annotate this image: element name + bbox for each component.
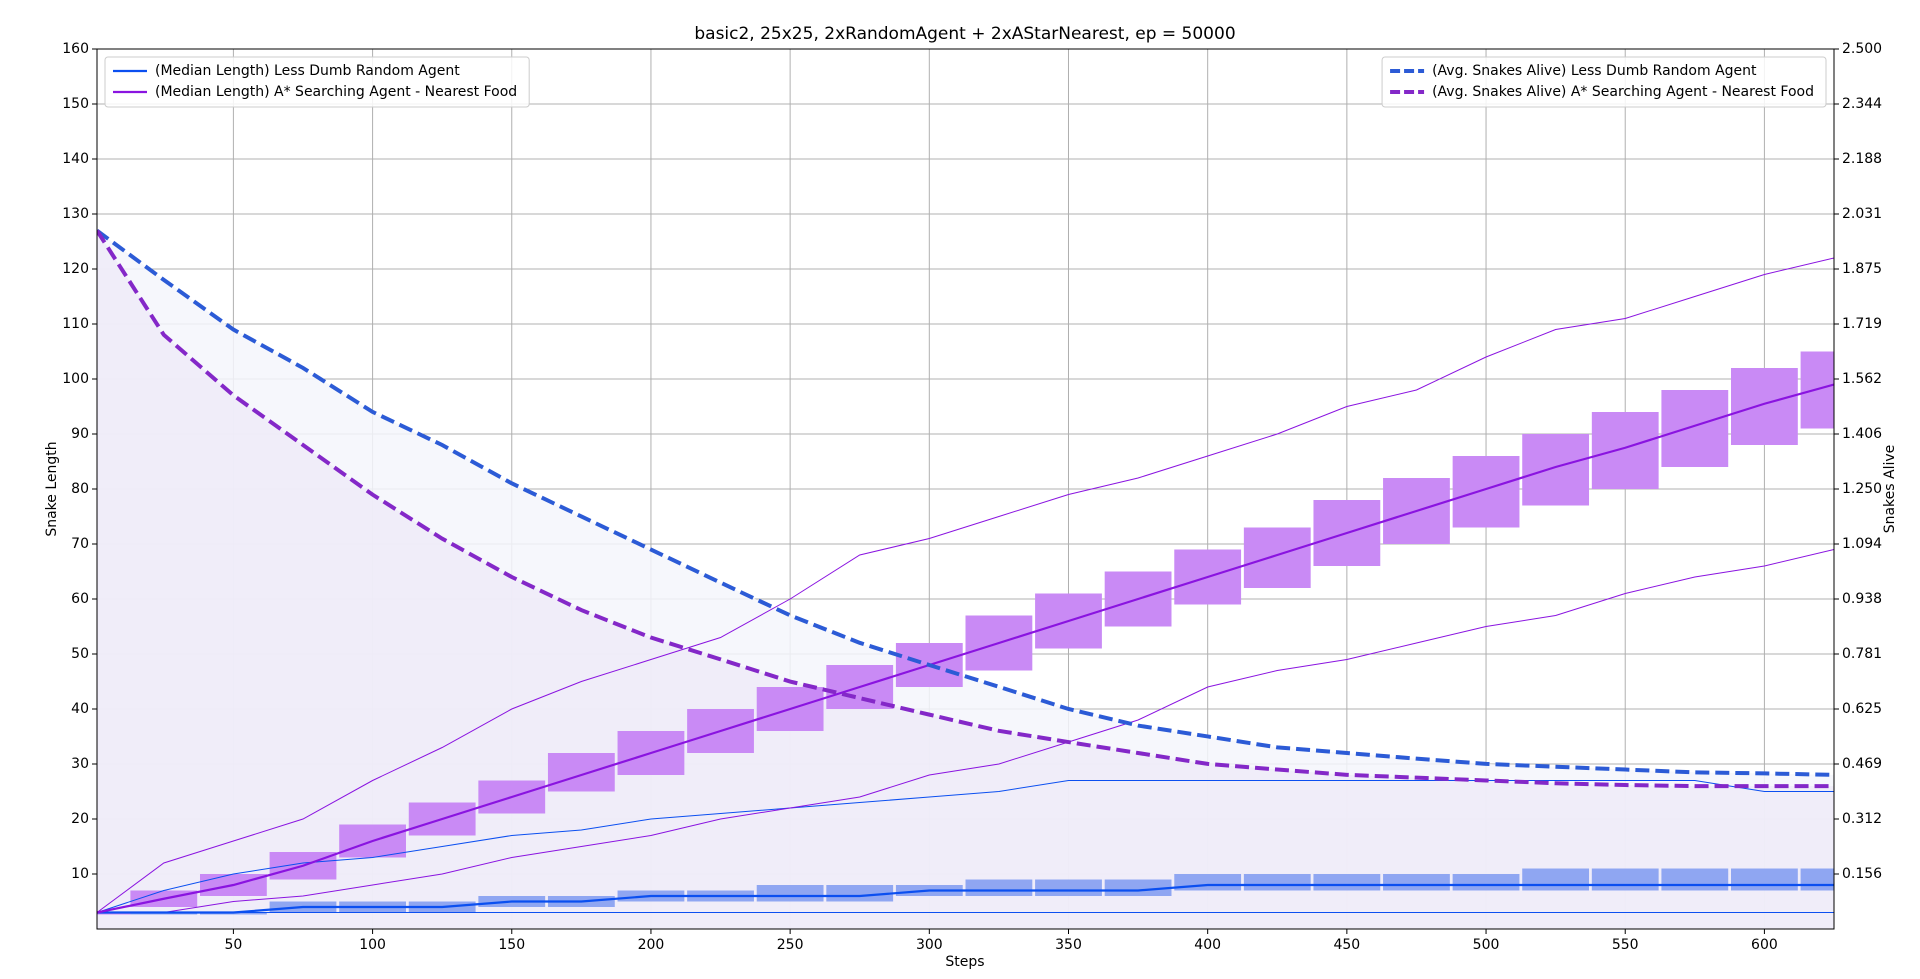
y-tick-label: 70 xyxy=(71,536,89,552)
y-axis-label: Snake Length xyxy=(44,441,60,536)
dashed-line xyxy=(97,229,1834,777)
x-tick-label: 250 xyxy=(777,937,804,953)
y2-tick-label: 1.562 xyxy=(1842,371,1882,387)
iqr-band xyxy=(1243,527,1311,588)
x-tick-label: 200 xyxy=(638,937,665,953)
x-tick-label: 450 xyxy=(1333,937,1360,953)
y-tick-label: 20 xyxy=(71,811,89,827)
x-axis-label: Steps xyxy=(945,954,984,970)
y2-tick-label: 1.406 xyxy=(1842,426,1882,442)
legend: (Avg. Snakes Alive) Less Dumb Random Age… xyxy=(1381,56,1827,108)
chart-title: basic2, 25x25, 2xRandomAgent + 2xAStarNe… xyxy=(694,24,1235,44)
area-fill xyxy=(97,230,1834,929)
legend-label: (Median Length) A* Searching Agent - Nea… xyxy=(155,84,517,100)
legend-label: (Avg. Snakes Alive) A* Searching Agent -… xyxy=(1432,84,1814,100)
y-tick-label: 90 xyxy=(71,426,89,442)
iqr-band xyxy=(1522,434,1590,506)
x-tick-label: 350 xyxy=(1055,937,1082,953)
y2-tick-label: 0.156 xyxy=(1842,866,1882,882)
y-tick-label: 100 xyxy=(62,371,89,387)
y-tick-label: 50 xyxy=(71,646,89,662)
plot-frame xyxy=(96,48,1835,930)
y2-tick-label: 0.469 xyxy=(1842,756,1882,772)
iqr-band xyxy=(1731,868,1798,891)
y-tick-label: 130 xyxy=(62,206,89,222)
y2-tick-label: 0.312 xyxy=(1842,811,1882,827)
y2-tick-label: 0.781 xyxy=(1842,646,1882,662)
y-tick-label: 160 xyxy=(62,41,89,57)
y-tick-label: 40 xyxy=(71,701,89,717)
iqr-band xyxy=(1313,874,1381,891)
legend-label: (Avg. Snakes Alive) Less Dumb Random Age… xyxy=(1432,63,1757,79)
iqr-band xyxy=(1452,456,1520,528)
iqr-band xyxy=(1174,874,1242,891)
y2-axis-label: Snakes Alive xyxy=(1882,445,1898,534)
legend-label: (Median Length) Less Dumb Random Agent xyxy=(155,63,460,79)
iqr-band xyxy=(826,885,894,902)
iqr-band xyxy=(1731,368,1798,445)
y-tick-label: 60 xyxy=(71,591,89,607)
y2-tick-label: 2.344 xyxy=(1842,96,1882,112)
iqr-band xyxy=(1383,874,1450,891)
y2-tick-label: 1.250 xyxy=(1842,481,1882,497)
x-tick-label: 100 xyxy=(359,937,386,953)
x-tick-label: 400 xyxy=(1194,937,1221,953)
iqr-band xyxy=(1243,874,1311,891)
y2-tick-label: 2.500 xyxy=(1842,41,1882,57)
legend-box xyxy=(104,56,530,108)
y2-tick-label: 1.719 xyxy=(1842,316,1882,332)
y2-tick-label: 1.875 xyxy=(1842,261,1882,277)
iqr-band xyxy=(1035,879,1102,896)
iqr-band xyxy=(1522,868,1590,891)
dashed-line xyxy=(97,229,1834,789)
iqr-band xyxy=(547,753,615,792)
y2-tick-label: 2.031 xyxy=(1842,206,1882,222)
iqr-band xyxy=(1591,412,1659,489)
y2-tick-label: 2.188 xyxy=(1842,151,1882,167)
x-tick-label: 150 xyxy=(498,937,525,953)
iqr-band xyxy=(1104,879,1172,896)
range-line xyxy=(97,780,1834,913)
x-tick-label: 500 xyxy=(1473,937,1500,953)
iqr-band xyxy=(1661,390,1729,467)
iqr-band xyxy=(1591,868,1659,891)
range-line xyxy=(97,549,1834,913)
y-tick-label: 80 xyxy=(71,481,89,497)
legend-box xyxy=(1381,56,1827,108)
y-tick-label: 140 xyxy=(62,151,89,167)
y-tick-label: 150 xyxy=(62,96,89,112)
y-tick-label: 110 xyxy=(62,316,89,332)
y-tick-label: 10 xyxy=(71,866,89,882)
median-line xyxy=(97,883,1834,914)
plot-area xyxy=(97,229,1834,929)
iqr-band xyxy=(965,879,1033,896)
y2-tick-label: 1.094 xyxy=(1842,536,1882,552)
x-tick-label: 600 xyxy=(1751,937,1778,953)
median-line xyxy=(97,383,1834,914)
y2-tick-label: 0.625 xyxy=(1842,701,1882,717)
y2-tick-label: 0.938 xyxy=(1842,591,1882,607)
iqr-band xyxy=(756,885,824,902)
x-tick-label: 550 xyxy=(1612,937,1639,953)
legend: (Median Length) Less Dumb Random Agent (M… xyxy=(104,56,530,108)
x-tick-label: 300 xyxy=(916,937,943,953)
iqr-band xyxy=(1661,868,1729,891)
y-tick-label: 30 xyxy=(71,756,89,772)
range-line xyxy=(97,257,1834,913)
x-tick-label: 50 xyxy=(224,937,242,953)
y-tick-label: 120 xyxy=(62,261,89,277)
iqr-band xyxy=(1452,874,1520,891)
